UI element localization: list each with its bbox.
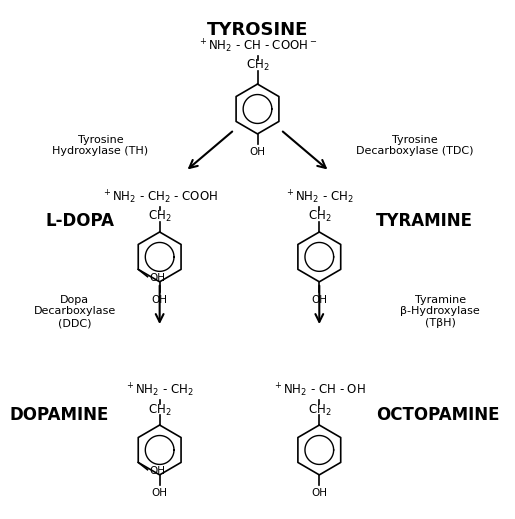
Text: CH$_2$: CH$_2$ [307, 402, 331, 418]
Text: $^+$NH$_2$ - CH$_2$ - COOH: $^+$NH$_2$ - CH$_2$ - COOH [101, 188, 218, 206]
Text: TYROSINE: TYROSINE [207, 21, 308, 39]
Text: $^+$NH$_2$ - CH - COOH$^-$: $^+$NH$_2$ - CH - COOH$^-$ [198, 38, 317, 56]
Text: CH$_2$: CH$_2$ [307, 209, 331, 224]
Text: Tyramine
β-Hydroxylase
(TβH): Tyramine β-Hydroxylase (TβH) [401, 295, 480, 328]
Text: TYRAMINE: TYRAMINE [376, 212, 473, 229]
Text: OH: OH [149, 466, 165, 476]
Text: Tyrosine
Decarboxylase (TDC): Tyrosine Decarboxylase (TDC) [356, 134, 473, 156]
Text: OH: OH [311, 488, 328, 498]
Text: L-DOPA: L-DOPA [45, 212, 114, 229]
Text: DOPAMINE: DOPAMINE [10, 406, 109, 424]
Text: OH: OH [151, 488, 168, 498]
Text: $^+$NH$_2$ - CH - OH: $^+$NH$_2$ - CH - OH [273, 381, 366, 399]
Text: OH: OH [151, 295, 168, 305]
Text: OH: OH [149, 272, 165, 283]
Text: CH$_2$: CH$_2$ [148, 402, 171, 418]
Text: CH$_2$: CH$_2$ [148, 209, 171, 224]
Text: CH$_2$: CH$_2$ [246, 58, 269, 74]
Text: OCTOPAMINE: OCTOPAMINE [376, 406, 500, 424]
Text: Dopa
Decarboxylase
(DDC): Dopa Decarboxylase (DDC) [33, 295, 116, 328]
Text: OH: OH [311, 295, 328, 305]
Text: $^+$NH$_2$ - CH$_2$: $^+$NH$_2$ - CH$_2$ [285, 188, 354, 206]
Text: OH: OH [249, 147, 266, 157]
Text: Tyrosine
Hydroxylase (TH): Tyrosine Hydroxylase (TH) [53, 134, 148, 156]
Text: $^+$NH$_2$ - CH$_2$: $^+$NH$_2$ - CH$_2$ [125, 381, 194, 399]
